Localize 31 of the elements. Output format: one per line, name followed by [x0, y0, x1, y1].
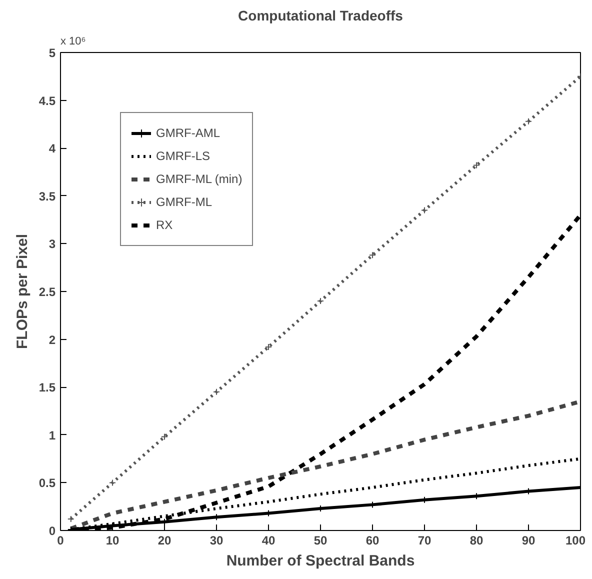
- x-tick-label: 60: [366, 534, 380, 548]
- y-tick-label: 1: [48, 428, 56, 442]
- x-tick-label: 50: [314, 534, 328, 548]
- y-tick-label: 1.5: [38, 380, 56, 395]
- x-tick-label: 100: [565, 534, 586, 548]
- y-tick-label: 3: [48, 237, 56, 252]
- x-tick-label: 0: [57, 534, 64, 548]
- legend-label: GMRF-LS: [156, 149, 210, 163]
- y-tick-label: 4.5: [38, 94, 56, 108]
- y-axis-title: FLOPs per Pixel: [14, 234, 31, 350]
- x-tick-label: 80: [470, 534, 484, 548]
- x-axis-title: Number of Spectral Bands: [226, 552, 415, 570]
- x-tick-label: 90: [522, 534, 536, 548]
- y-tick-label: 3.5: [38, 189, 56, 204]
- y-tick-label: 0.5: [38, 476, 56, 490]
- y-tick-label: 2.5: [38, 285, 56, 299]
- y-tick-label: 4: [48, 142, 56, 156]
- y-tick-label: 2: [48, 332, 56, 347]
- x-tick-label: 30: [210, 534, 224, 548]
- y-tick-label: 0: [48, 524, 56, 538]
- text: x 10⁶: [60, 36, 86, 48]
- chart-title: Computational Tradeoffs: [238, 8, 404, 24]
- x-tick-label: 70: [418, 534, 432, 548]
- legend-label: RX: [156, 218, 174, 232]
- y-tick-label: 5: [48, 46, 56, 60]
- x-tick-label: 10: [106, 534, 120, 548]
- legend-label: GMRF-AML: [156, 126, 220, 140]
- x-tick-label: 40: [262, 534, 276, 548]
- legend-label: GMRF-ML: [156, 195, 212, 209]
- x-tick-label: 20: [158, 534, 172, 548]
- legend-label: GMRF-ML (min): [156, 172, 242, 186]
